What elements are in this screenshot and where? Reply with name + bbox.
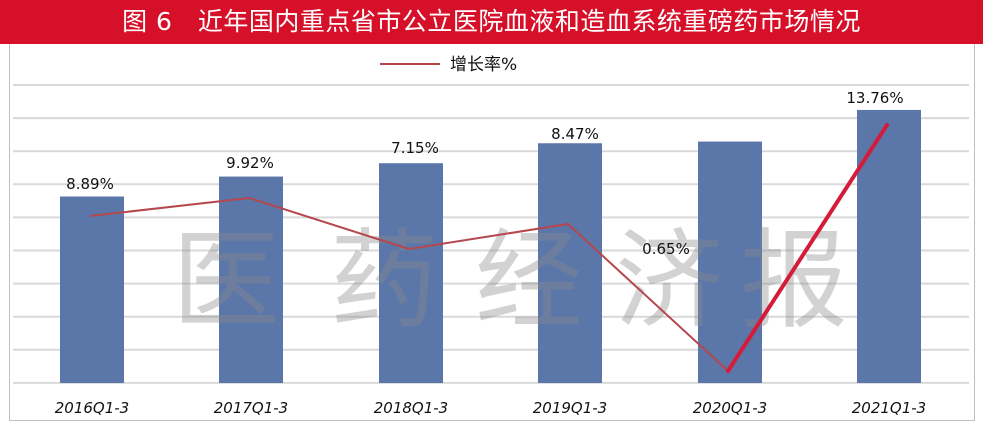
bar bbox=[538, 143, 602, 383]
legend-label: 增长率% bbox=[450, 55, 517, 75]
data-label: 8.47% bbox=[551, 125, 599, 143]
watermark-char: 经 bbox=[475, 219, 583, 344]
growth-line-highlight bbox=[726, 123, 889, 373]
bar bbox=[219, 176, 283, 383]
legend: 增长率% bbox=[380, 55, 517, 75]
data-label: 9.92% bbox=[226, 154, 274, 172]
growth-rate-line bbox=[89, 123, 889, 373]
watermark-char: 医 bbox=[172, 219, 280, 344]
x-tick-label: 2018Q1-3 bbox=[374, 399, 448, 417]
gridlines bbox=[13, 84, 969, 384]
x-tick-label: 2021Q1-3 bbox=[852, 399, 926, 417]
watermark-char: 济 bbox=[615, 219, 723, 344]
data-label: 13.76% bbox=[846, 89, 903, 107]
x-tick-label: 2019Q1-3 bbox=[533, 399, 607, 417]
watermark-char: 药 bbox=[330, 219, 438, 344]
x-tick-label: 2020Q1-3 bbox=[693, 399, 767, 417]
x-axis-ticks: 2016Q1-3 2017Q1-3 2018Q1-3 2019Q1-3 2020Q1-3… bbox=[55, 399, 926, 417]
bar-series bbox=[60, 109, 921, 383]
chart-title-bar bbox=[0, 0, 983, 44]
growth-line-segment bbox=[89, 196, 729, 372]
data-label: 0.65% bbox=[642, 240, 690, 258]
chart-title: 图 6 近年国内重点省市公立医院血液和造血系统重磅药市场情况 bbox=[122, 7, 861, 36]
data-labels: 8.89% 9.92% 7.15% 8.47% 0.65% 13.76% bbox=[66, 89, 903, 258]
bar bbox=[857, 109, 921, 383]
data-label: 7.15% bbox=[391, 139, 439, 157]
x-tick-label: 2016Q1-3 bbox=[55, 399, 129, 417]
watermark: 医药经济报 bbox=[172, 219, 848, 344]
bar bbox=[698, 141, 762, 383]
chart-frame bbox=[9, 44, 975, 421]
bar bbox=[60, 196, 124, 383]
bar bbox=[379, 163, 443, 383]
x-tick-label: 2017Q1-3 bbox=[214, 399, 288, 417]
data-label: 8.89% bbox=[66, 175, 114, 193]
